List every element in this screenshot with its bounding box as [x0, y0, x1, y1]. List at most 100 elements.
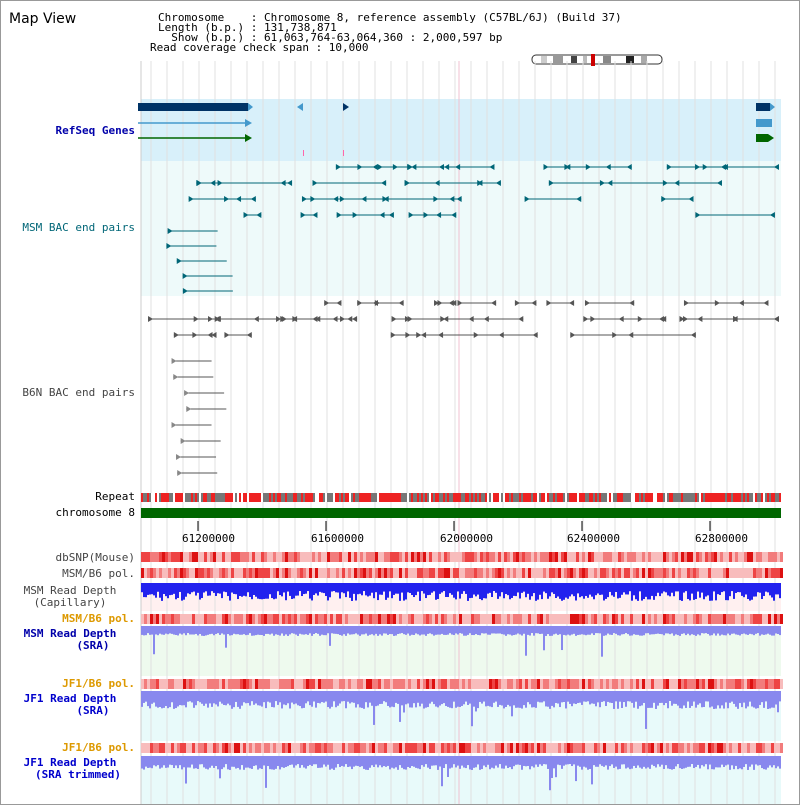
- polymorphism-cell: [219, 614, 222, 624]
- read-depth-bar: [469, 583, 471, 599]
- polymorphism-cell: [618, 679, 621, 689]
- read-depth-bar: [205, 626, 207, 636]
- read-depth-bar: [771, 626, 773, 636]
- polymorphism-cell: [702, 568, 705, 578]
- b6n-bac-label[interactable]: B6N BAC end pairs: [22, 386, 135, 399]
- read-depth-bar: [239, 691, 241, 709]
- read-depth-bar: [523, 626, 525, 634]
- read-depth-bar: [417, 756, 419, 769]
- refseq-gene: [297, 103, 303, 111]
- polymorphism-cell: [711, 743, 714, 753]
- read-depth-bar: [495, 626, 497, 634]
- read-depth-bar: [345, 626, 347, 636]
- read-depth-bar: [515, 626, 517, 635]
- polymorphism-cell: [267, 614, 270, 624]
- jf1-read-depth-label[interactable]: JF1 Read Depth: [23, 692, 117, 705]
- read-depth-bar: [291, 756, 293, 765]
- polymorphism-cell: [771, 679, 774, 689]
- refseq-genes-label[interactable]: RefSeq Genes: [55, 124, 135, 137]
- read-depth-bar: [317, 756, 319, 768]
- polymorphism-cell: [180, 743, 183, 753]
- read-depth-bar: [759, 626, 761, 636]
- polymorphism-cell: [297, 552, 300, 562]
- polymorphism-cell: [306, 679, 309, 689]
- polymorphism-cell: [657, 743, 660, 753]
- dbsnp-label[interactable]: dbSNP(Mouse): [55, 551, 135, 564]
- read-depth-bar: [293, 691, 295, 705]
- read-depth-bar: [643, 583, 645, 600]
- read-depth-bar: [285, 583, 287, 601]
- read-depth-bar: [569, 626, 571, 636]
- read-depth-bar: [193, 691, 195, 708]
- repeat-segment: [339, 493, 341, 502]
- polymorphism-cell: [321, 614, 324, 624]
- read-depth-bar: [373, 691, 375, 725]
- polymorphism-cell: [300, 552, 303, 562]
- repeat-segment: [717, 493, 719, 502]
- read-depth-bar: [587, 626, 589, 635]
- polymorphism-cell: [765, 679, 768, 689]
- polymorphism-cell: [141, 679, 144, 689]
- bac-end-marker: [612, 332, 618, 338]
- repeat-segment: [697, 493, 699, 502]
- repeat-segment: [203, 493, 205, 502]
- polymorphism-cell: [501, 679, 504, 689]
- read-depth-bar: [317, 626, 319, 634]
- polymorphism-cell: [327, 679, 330, 689]
- read-depth-bar: [653, 583, 655, 600]
- read-depth-bar: [669, 691, 671, 702]
- bac-end-marker: [548, 180, 554, 186]
- repeat-segment: [571, 493, 573, 502]
- read-depth-bar: [259, 583, 261, 600]
- polymorphism-cell: [510, 743, 513, 753]
- jf1-read-depth-trimmed-label[interactable]: JF1 Read Depth: [23, 756, 117, 769]
- msm-bac-label[interactable]: MSM BAC end pairs: [22, 221, 135, 234]
- read-depth-bar: [771, 691, 773, 708]
- polymorphism-cell: [276, 679, 279, 689]
- jf1-b6-pol-label[interactable]: JF1/B6 pol.: [62, 677, 135, 690]
- read-depth-bar: [353, 691, 355, 703]
- read-depth-bar: [763, 756, 765, 770]
- msm-read-depth-sra-label[interactable]: MSM Read Depth: [23, 627, 117, 640]
- read-depth-bar: [689, 583, 691, 601]
- polymorphism-cell: [459, 568, 462, 578]
- repeat-segment: [573, 493, 575, 502]
- refseq-gene: [343, 103, 349, 111]
- msm-b6-pol-sra-label[interactable]: MSM/B6 pol.: [62, 612, 135, 625]
- polymorphism-cell: [636, 679, 639, 689]
- bac-end-marker: [173, 332, 179, 338]
- polymorphism-cell: [384, 743, 387, 753]
- bac-end-marker: [457, 300, 463, 306]
- read-depth-bar: [439, 583, 441, 594]
- polymorphism-cell: [747, 568, 750, 578]
- read-depth-bar: [497, 583, 499, 599]
- repeat-segment: [313, 493, 315, 502]
- read-depth-bar: [383, 583, 385, 592]
- polymorphism-cell: [744, 568, 747, 578]
- read-depth-bar: [583, 626, 585, 635]
- read-depth-bar: [729, 756, 731, 770]
- bac-end-marker: [569, 300, 575, 306]
- msm-b6-pol-label[interactable]: MSM/B6 pol.: [62, 567, 135, 580]
- read-depth-bar: [195, 583, 197, 596]
- read-depth-bar: [511, 626, 513, 636]
- polymorphism-cell: [480, 568, 483, 578]
- bac-end-marker: [763, 300, 769, 306]
- read-depth-bar: [461, 626, 463, 634]
- polymorphism-cell: [528, 568, 531, 578]
- chromosome-ideogram[interactable]: [531, 54, 663, 66]
- polymorphism-cell: [384, 552, 387, 562]
- bac-end-marker: [390, 332, 396, 338]
- read-depth-bar: [671, 691, 673, 706]
- repeat-segment: [397, 493, 399, 502]
- read-depth-bar: [287, 756, 289, 767]
- repeat-segment: [575, 493, 577, 502]
- jf1-b6-pol-trimmed-label[interactable]: JF1/B6 pol.: [62, 741, 135, 754]
- polymorphism-cell: [255, 743, 258, 753]
- read-depth-bar: [639, 691, 641, 707]
- read-depth-bar: [351, 583, 353, 601]
- read-depth-bar: [707, 691, 709, 702]
- msm-read-depth-label[interactable]: MSM Read Depth: [23, 584, 117, 597]
- repeat-segment: [447, 493, 449, 502]
